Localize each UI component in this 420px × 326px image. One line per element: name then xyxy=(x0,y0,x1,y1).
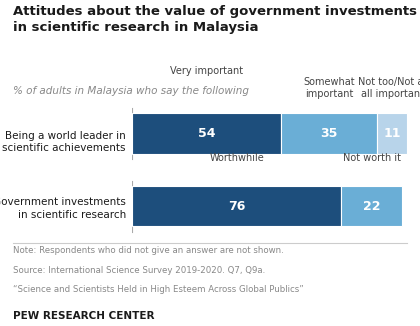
Bar xyxy=(377,113,407,154)
Text: 22: 22 xyxy=(363,200,381,213)
Text: % of adults in Malaysia who say the following: % of adults in Malaysia who say the foll… xyxy=(13,86,249,96)
Bar xyxy=(281,113,377,154)
Text: “Science and Scientists Held in High Esteem Across Global Publics”: “Science and Scientists Held in High Est… xyxy=(13,285,303,294)
Text: Being a world leader in
scientific achievements: Being a world leader in scientific achie… xyxy=(3,131,126,153)
Bar xyxy=(132,185,341,227)
Text: 76: 76 xyxy=(228,200,246,213)
Text: 54: 54 xyxy=(198,127,215,140)
Text: Not too/Not at
all important: Not too/Not at all important xyxy=(358,77,420,99)
Text: 35: 35 xyxy=(320,127,338,140)
Text: 11: 11 xyxy=(383,127,401,140)
Text: PEW RESEARCH CENTER: PEW RESEARCH CENTER xyxy=(13,311,154,321)
Text: Note: Respondents who did not give an answer are not shown.: Note: Respondents who did not give an an… xyxy=(13,246,284,255)
Text: Not worth it: Not worth it xyxy=(343,153,401,163)
Text: Somewhat
important: Somewhat important xyxy=(303,77,355,99)
Text: Source: International Science Survey 2019-2020. Q7, Q9a.: Source: International Science Survey 201… xyxy=(13,266,265,275)
Text: Very important: Very important xyxy=(170,66,243,76)
Bar xyxy=(132,113,281,154)
Bar xyxy=(341,185,402,227)
Text: Attitudes about the value of government investments
in scientific research in Ma: Attitudes about the value of government … xyxy=(13,5,417,34)
Text: Worthwhile: Worthwhile xyxy=(210,153,264,163)
Text: Government investments
in scientific research: Government investments in scientific res… xyxy=(0,198,126,220)
